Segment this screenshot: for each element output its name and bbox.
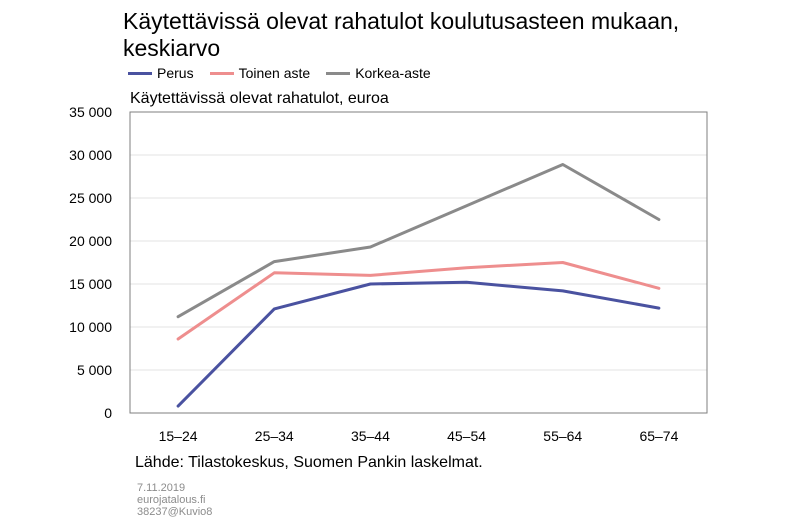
x-tick-label: 15–24 — [159, 428, 198, 444]
footer-date: 7.11.2019 — [137, 482, 186, 494]
legend-item-toinen-aste: Toinen aste — [209, 65, 311, 81]
footer-code: 38237@Kuvio8 — [137, 506, 213, 518]
y-tick-label: 25 000 — [69, 190, 112, 206]
footer-site: eurojatalous.fi — [137, 494, 206, 506]
legend: Perus Toinen aste Korkea-aste — [128, 65, 447, 81]
y-tick-label: 0 — [104, 405, 112, 421]
series-line-toinen-aste — [176, 261, 661, 341]
x-tick-label: 25–34 — [255, 428, 294, 444]
y-tick-label: 35 000 — [69, 104, 112, 120]
x-tick-label: 55–64 — [543, 428, 582, 444]
series-line-korkea-aste — [176, 163, 661, 319]
chart-subtitle: Käytettävissä olevat rahatulot, euroa — [130, 90, 389, 107]
legend-item-perus: Perus — [128, 65, 194, 81]
chart-title: Käytettävissä olevat rahatulot koulutusa… — [123, 8, 680, 61]
legend-label-perus: Perus — [157, 65, 194, 81]
source-note: Lähde: Tilastokeskus, Suomen Pankin lask… — [135, 454, 483, 471]
legend-swatch-toinen-aste — [209, 71, 234, 75]
y-tick-label: 20 000 — [69, 233, 112, 249]
y-tick-label: 30 000 — [69, 147, 112, 163]
legend-label-toinen-aste: Toinen aste — [238, 65, 311, 81]
y-tick-label: 10 000 — [69, 319, 112, 335]
legend-item-korkea-aste: Korkea-aste — [326, 65, 431, 81]
y-tick-label: 5 000 — [77, 362, 112, 378]
legend-swatch-perus — [128, 71, 152, 75]
legend-label-korkea-aste: Korkea-aste — [355, 65, 431, 81]
legend-swatch-korkea-aste — [326, 71, 351, 75]
x-tick-label: 35–44 — [351, 428, 390, 444]
y-tick-label: 15 000 — [69, 276, 112, 292]
plot-frame — [129, 111, 708, 414]
x-tick-label: 65–74 — [639, 428, 678, 444]
x-tick-label: 45–54 — [447, 428, 486, 444]
series-line-perus — [176, 280, 661, 408]
